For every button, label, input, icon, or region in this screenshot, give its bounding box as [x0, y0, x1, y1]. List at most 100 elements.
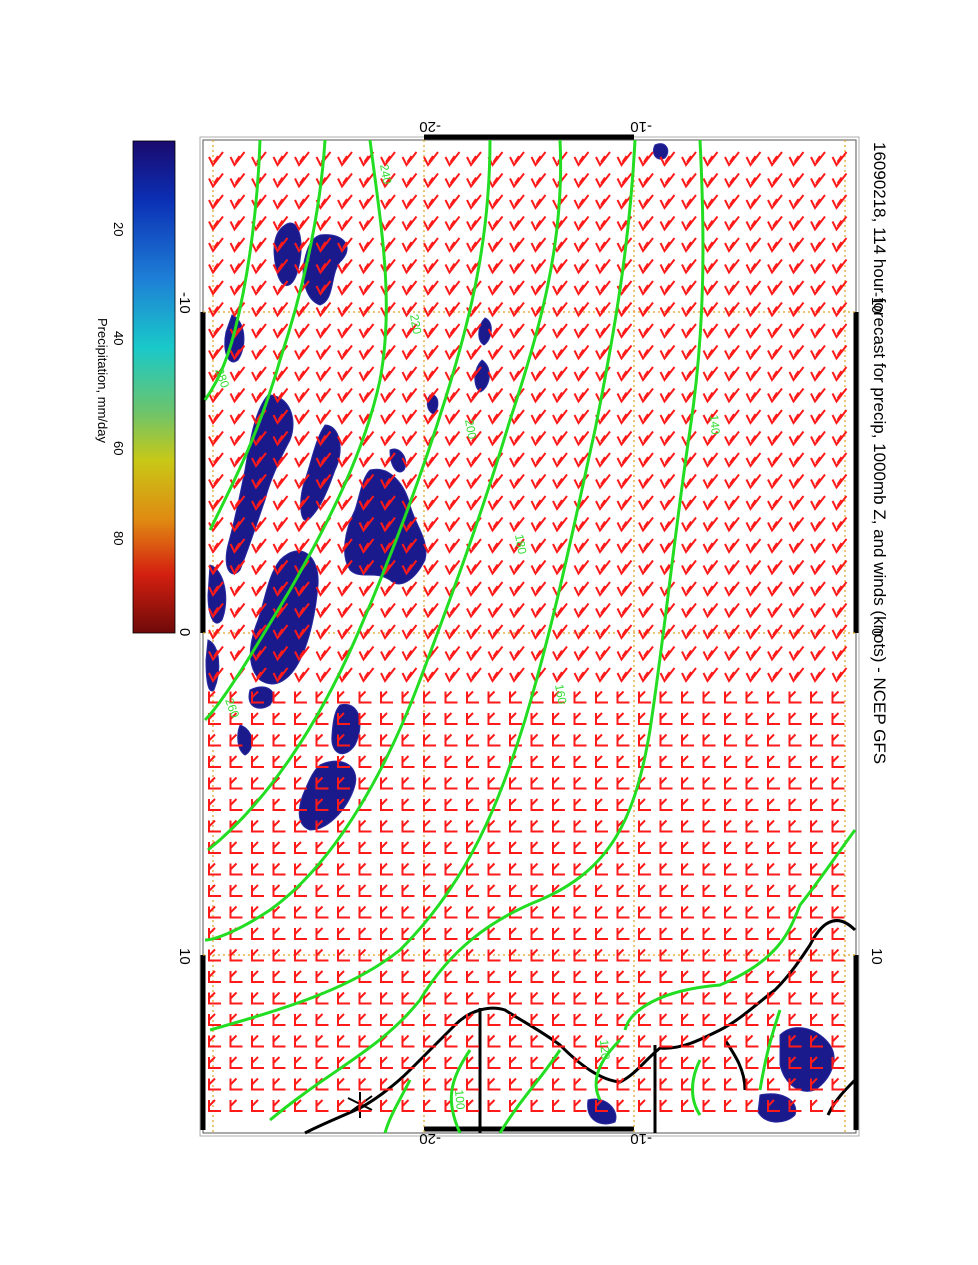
- wind-barb: [595, 1013, 608, 1026]
- wind-barb: [272, 473, 289, 490]
- wind-barb: [810, 948, 823, 962]
- wind-barb: [251, 884, 264, 897]
- wind-barb: [423, 905, 436, 919]
- wind-barb: [294, 473, 310, 490]
- wind-barb: [466, 645, 482, 662]
- wind-barb: [810, 712, 823, 725]
- wind-barb: [788, 798, 802, 811]
- wind-barb: [466, 776, 479, 790]
- wind-barb: [315, 473, 332, 490]
- wind-barb: [337, 409, 353, 425]
- wind-barb: [573, 344, 590, 361]
- wind-barb: [573, 194, 590, 210]
- wind-barb: [702, 452, 719, 468]
- wind-barb: [745, 948, 759, 962]
- wind-barb: [294, 927, 307, 940]
- wind-barb: [810, 387, 826, 404]
- wind-barb: [788, 258, 805, 275]
- wind-barb: [681, 581, 697, 597]
- wind-barb: [294, 1099, 307, 1112]
- wind-barb: [208, 237, 224, 253]
- wind-barb: [745, 237, 762, 253]
- wind-barb: [466, 667, 482, 683]
- wind-barb: [487, 366, 504, 382]
- wind-barb: [208, 645, 224, 662]
- wind-barb: [509, 495, 525, 511]
- wind-barb: [229, 516, 246, 533]
- wind-barb: [831, 237, 848, 253]
- wind-barb: [530, 495, 547, 511]
- wind-barb: [810, 798, 823, 811]
- wind-barb: [380, 733, 393, 747]
- wind-barb: [423, 755, 436, 768]
- wind-barb: [681, 645, 697, 662]
- wind-barb: [272, 645, 289, 662]
- height-contours: [203, 139, 857, 1134]
- wind-barb: [401, 301, 418, 318]
- wind-barb: [358, 581, 375, 597]
- wind-barb: [272, 798, 286, 811]
- wind-barb: [681, 559, 697, 576]
- wind-barb: [401, 581, 418, 597]
- wind-barb: [595, 948, 608, 962]
- wind-barb: [552, 1099, 565, 1112]
- wind-barb: [767, 215, 783, 232]
- wind-barb: [831, 495, 848, 511]
- wind-barb: [466, 798, 479, 811]
- wind-barb: [530, 819, 544, 833]
- wind-barb: [810, 755, 823, 768]
- wind-barb: [616, 712, 630, 725]
- wind-barb: [724, 733, 737, 747]
- wind-barb: [294, 215, 310, 232]
- wind-barb: [831, 755, 845, 768]
- wind-barb: [315, 1056, 329, 1069]
- wind-barb: [337, 624, 353, 640]
- wind-barb: [810, 172, 826, 189]
- wind-barb: [573, 624, 590, 640]
- wind-barb: [745, 581, 762, 597]
- wind-barb: [444, 733, 458, 747]
- wind-barb: [702, 905, 716, 919]
- wind-barb: [702, 473, 719, 490]
- wind-barb: [573, 172, 590, 189]
- wind-barb: [681, 323, 697, 339]
- wind-barb: [401, 151, 418, 167]
- wind-barb: [337, 927, 350, 940]
- wind-barb: [272, 991, 286, 1005]
- wind-barb: [595, 755, 608, 768]
- wind-barb: [681, 387, 697, 404]
- wind-barb: [444, 258, 461, 275]
- wind-barb: [573, 409, 590, 425]
- wind-barb: [681, 344, 697, 361]
- wind-barb: [659, 798, 673, 811]
- wind-barb: [294, 172, 310, 189]
- wind-barb: [229, 948, 243, 962]
- wind-barb: [595, 667, 611, 683]
- wind-barb: [702, 430, 719, 447]
- wind-barb: [702, 645, 719, 662]
- wind-barb: [315, 215, 332, 232]
- wind-barb: [294, 1077, 307, 1091]
- wind-barb: [466, 991, 479, 1005]
- wind-barb: [724, 409, 740, 425]
- wind-barb: [337, 1034, 350, 1048]
- wind-barb: [724, 948, 737, 962]
- wind-barb: [444, 430, 461, 447]
- wind-barb: [788, 237, 805, 253]
- wind-barb: [358, 516, 375, 533]
- wind-barb: [681, 215, 697, 232]
- wind-barb: [702, 538, 719, 554]
- wind-barb: [251, 927, 264, 940]
- wind-barb: [810, 473, 826, 490]
- wind-barb: [358, 712, 372, 725]
- wind-barb: [831, 151, 848, 167]
- wind-barb: [251, 258, 267, 275]
- wind-barb: [487, 970, 501, 983]
- wind-barb: [251, 1077, 264, 1091]
- wind-barb: [681, 194, 697, 210]
- wind-barb: [552, 1034, 565, 1048]
- wind-barb: [702, 712, 716, 725]
- wind-barb: [337, 344, 353, 361]
- wind-barb: [229, 172, 246, 189]
- wind-barb: [509, 927, 522, 940]
